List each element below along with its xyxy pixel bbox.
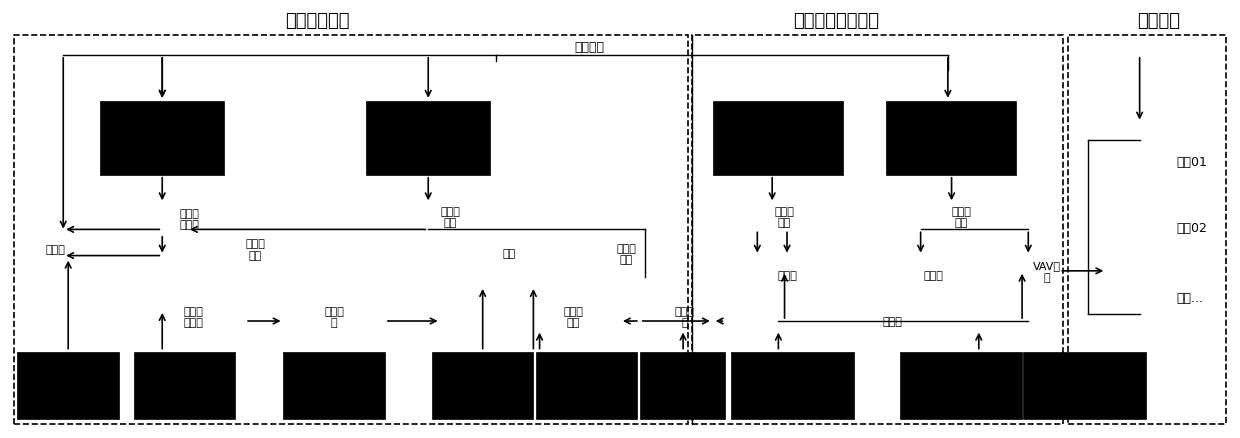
Bar: [134, 352, 236, 419]
Bar: [17, 352, 119, 419]
Text: 冷机进
水阀: 冷机进 水阀: [440, 206, 460, 228]
Text: 房间...: 房间...: [1177, 291, 1204, 304]
Text: 空调箱
水阀: 空调箱 水阀: [775, 206, 795, 228]
Text: 建筑模块: 建筑模块: [1137, 12, 1179, 30]
Text: 冷机出
水阀: 冷机出 水阀: [563, 306, 583, 328]
Text: 房间02: 房间02: [1177, 221, 1208, 234]
Text: 冷站设备模块: 冷站设备模块: [285, 12, 350, 30]
Text: 冷却塔: 冷却塔: [46, 244, 66, 254]
Text: 房间01: 房间01: [1177, 156, 1208, 169]
Bar: [284, 352, 384, 419]
Bar: [432, 352, 533, 419]
Bar: [692, 36, 1063, 424]
Text: 空调箱: 空调箱: [777, 271, 797, 281]
Bar: [732, 352, 854, 419]
Text: 冷却水
泵: 冷却水 泵: [325, 306, 345, 328]
Text: 冷却塔
进水阀: 冷却塔 进水阀: [180, 208, 200, 230]
Bar: [100, 102, 224, 176]
Text: 空调末端设备模块: 空调末端设备模块: [794, 12, 879, 30]
Bar: [713, 102, 843, 176]
Text: 风管网: 风管网: [923, 271, 942, 281]
Text: 冷冻水
管网: 冷冻水 管网: [616, 243, 636, 265]
Text: 气象模块: 气象模块: [574, 41, 604, 53]
Text: 送风机: 送风机: [882, 316, 903, 326]
Bar: [536, 352, 637, 419]
Bar: [1068, 36, 1226, 424]
Text: 冷却水
管网: 冷却水 管网: [246, 239, 265, 260]
Bar: [640, 352, 725, 419]
Text: 新、回
水阀: 新、回 水阀: [951, 206, 971, 228]
Text: 冷冻水
泵: 冷冻水 泵: [675, 306, 694, 328]
Bar: [899, 352, 1022, 419]
Bar: [1023, 352, 1146, 419]
Bar: [887, 102, 1016, 176]
Bar: [14, 36, 688, 424]
Text: 冷机: 冷机: [502, 249, 516, 259]
Bar: [366, 102, 490, 176]
Text: 冷却塔
出水阀: 冷却塔 出水阀: [184, 306, 203, 328]
Text: VAV末
端: VAV末 端: [1033, 261, 1061, 282]
